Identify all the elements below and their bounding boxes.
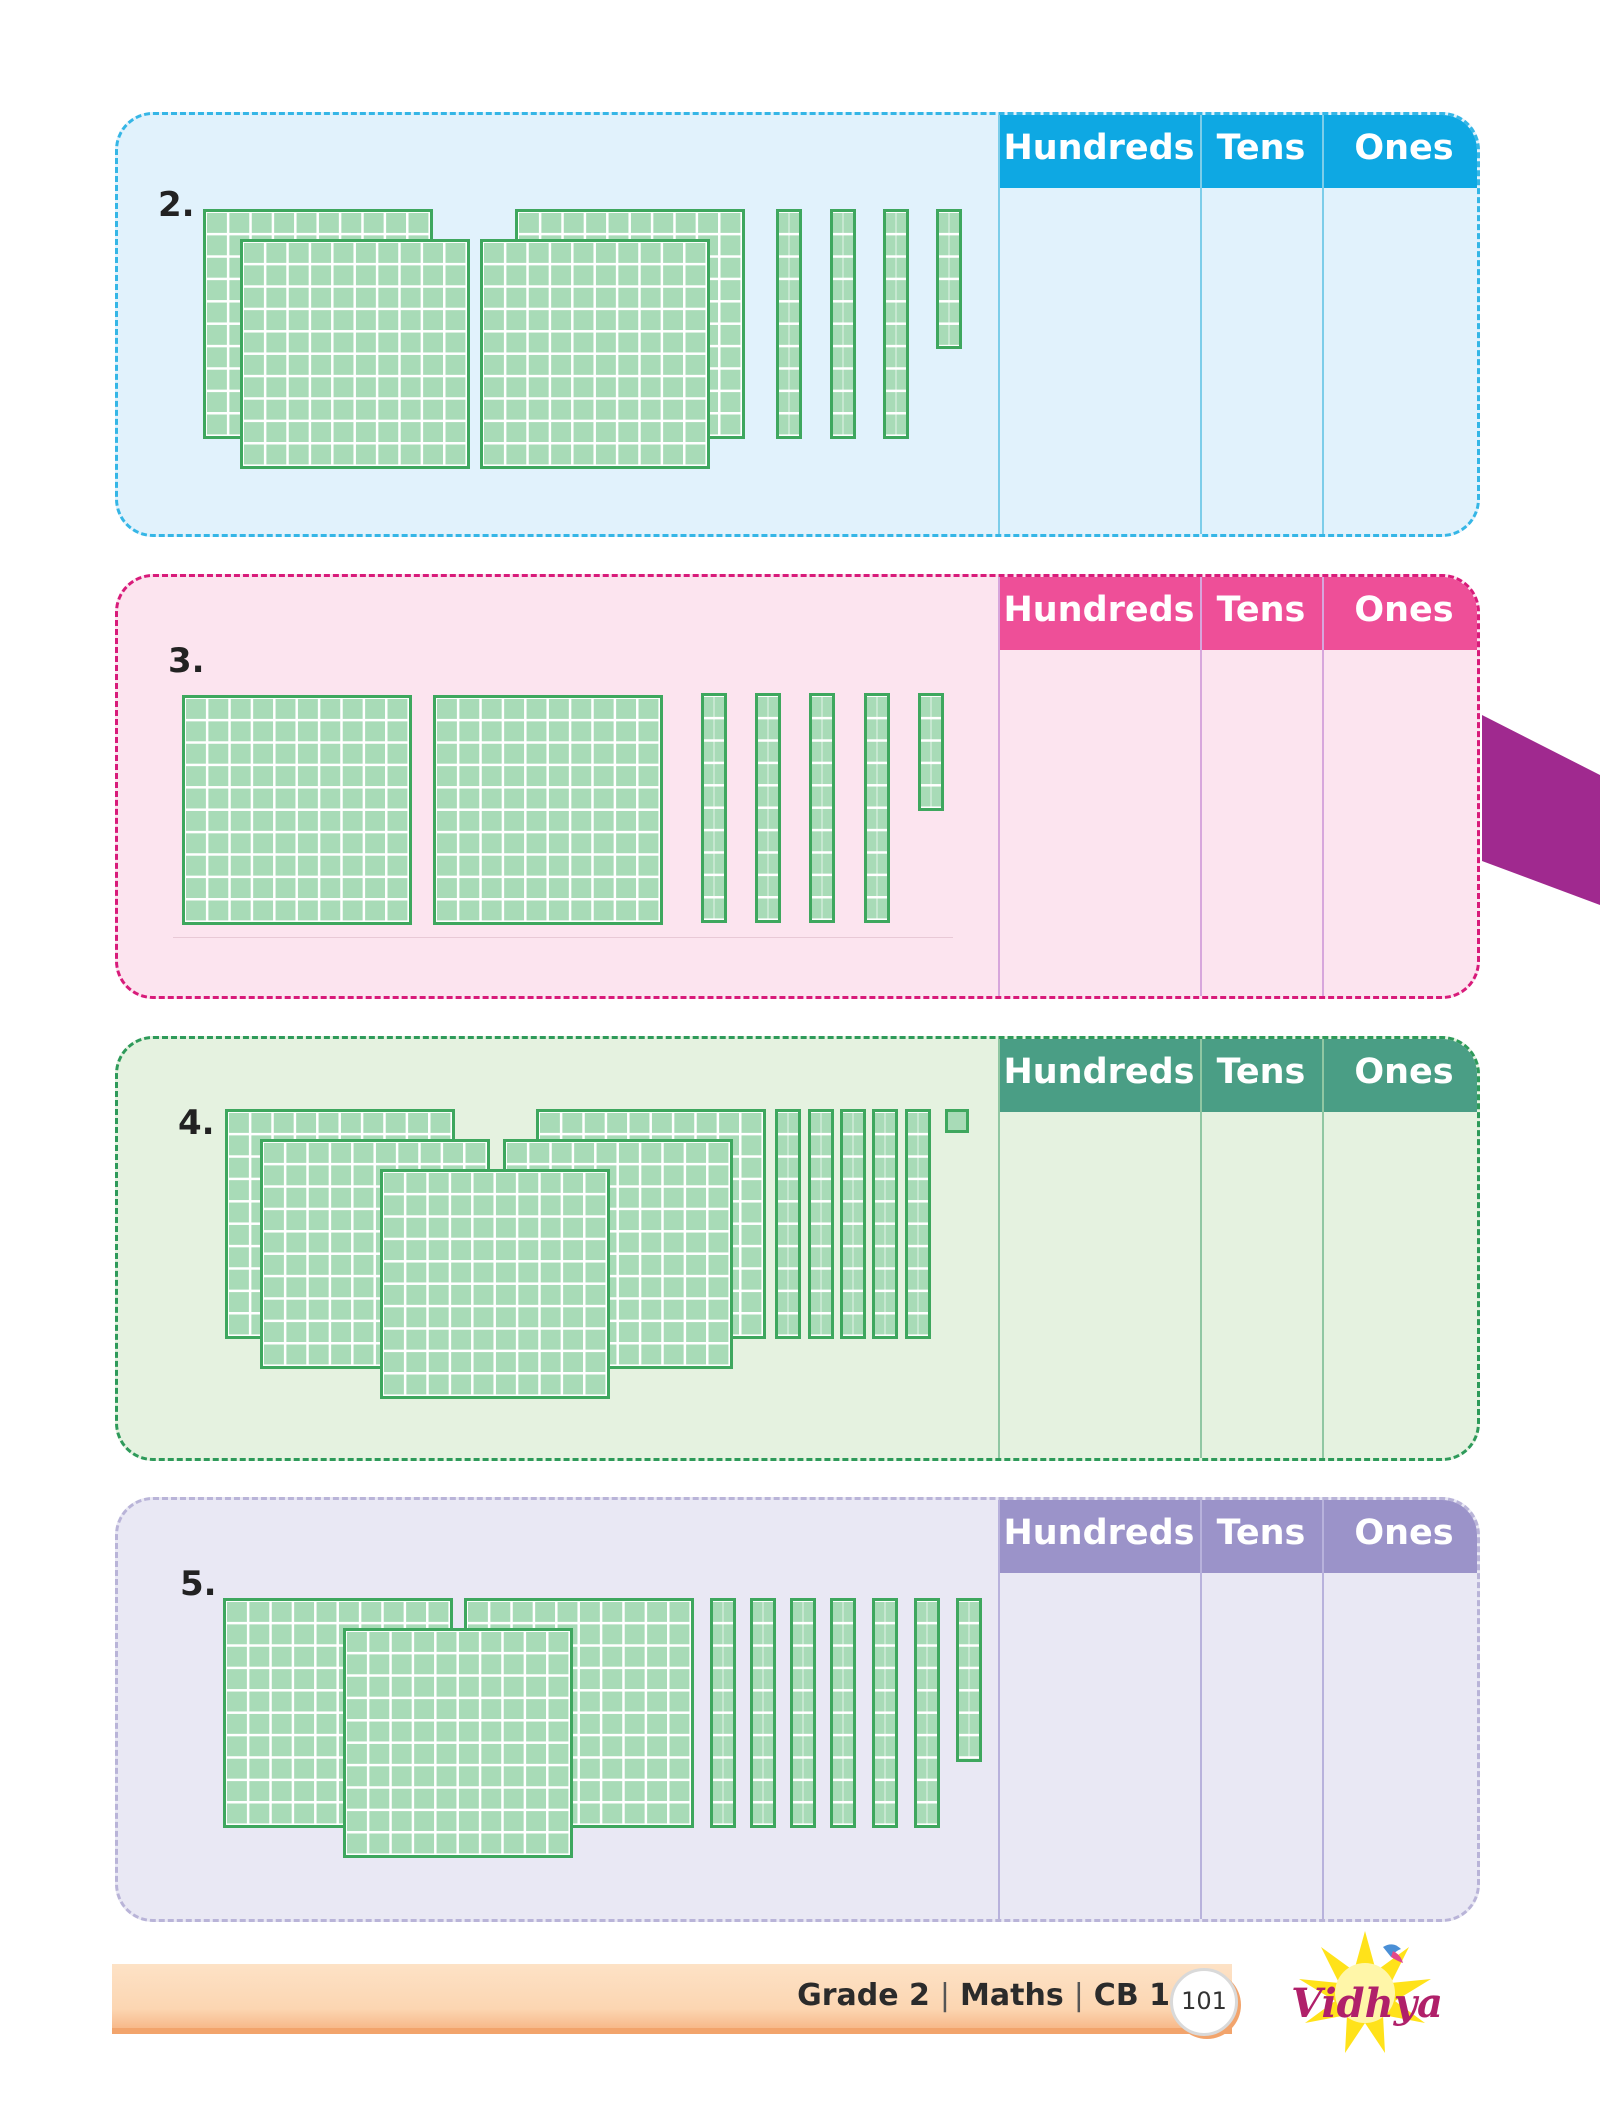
ten-rod: [840, 1109, 866, 1339]
divider: [998, 577, 1000, 996]
ten-rod: [776, 209, 802, 439]
table-header: [998, 115, 1477, 188]
footer-subject: Maths: [960, 1978, 1064, 2013]
ten-rod: [830, 1598, 856, 1828]
question-panel-4: 4. Hundreds Tens Ones: [115, 1036, 1480, 1461]
ten-rod: [914, 1598, 940, 1828]
divider: [1322, 1039, 1324, 1458]
place-value-table: Hundreds Tens Ones: [998, 1039, 1477, 1458]
ones-answer-cell[interactable]: [1324, 1112, 1477, 1458]
ten-rod: [755, 693, 781, 923]
page-edge-tab: [1482, 715, 1600, 905]
table-header: [998, 1039, 1477, 1112]
divider: [998, 1039, 1000, 1458]
place-value-table: Hundreds Tens Ones: [998, 1500, 1477, 1919]
hundred-flat: [343, 1628, 573, 1858]
vidhya-logo: Vidhya: [1291, 1931, 1443, 2053]
header-tens: Tens: [1216, 1052, 1306, 1092]
page-number: 101: [1170, 1968, 1238, 2036]
place-value-table: Hundreds Tens Ones: [998, 115, 1477, 534]
divider: [1200, 115, 1202, 534]
divider: [1322, 577, 1324, 996]
header-hundreds: Hundreds: [1003, 128, 1195, 168]
question-panel-2: 2. Hundreds Tens Ones: [115, 112, 1480, 537]
place-value-table: Hundreds Tens Ones: [998, 577, 1477, 996]
tens-answer-cell[interactable]: [1202, 188, 1322, 534]
base-line: [173, 937, 953, 938]
ones-answer-cell[interactable]: [1324, 1573, 1477, 1919]
hundred-flat: [182, 695, 412, 925]
header-ones: Ones: [1354, 1052, 1454, 1092]
one-cube: [945, 1109, 969, 1133]
table-header: [998, 577, 1477, 650]
header-tens: Tens: [1216, 1513, 1306, 1553]
tens-answer-cell[interactable]: [1202, 1573, 1322, 1919]
ones-answer-cell[interactable]: [1324, 650, 1477, 996]
header-ones: Ones: [1354, 590, 1454, 630]
divider: [1200, 1039, 1202, 1458]
question-number: 3.: [168, 641, 205, 681]
header-hundreds: Hundreds: [1003, 1513, 1195, 1553]
ten-rod: [809, 693, 835, 923]
ten-rod: [808, 1109, 834, 1339]
question-number: 4.: [178, 1103, 215, 1143]
divider: [1322, 1500, 1324, 1919]
question-panel-3: 3. Hundreds Tens Ones: [115, 574, 1480, 999]
tens-answer-cell[interactable]: [1202, 650, 1322, 996]
header-tens: Tens: [1216, 128, 1306, 168]
hundreds-answer-cell[interactable]: [1000, 1573, 1200, 1919]
ten-rod: [872, 1598, 898, 1828]
divider: [998, 115, 1000, 534]
question-number: 5.: [180, 1564, 217, 1604]
hundreds-answer-cell[interactable]: [1000, 1112, 1200, 1458]
ten-rod: [775, 1109, 801, 1339]
ones-answer-cell[interactable]: [1324, 188, 1477, 534]
divider: [998, 1500, 1000, 1919]
ten-rod: [918, 693, 944, 811]
ten-rod: [956, 1598, 982, 1762]
hundred-flat: [240, 239, 470, 469]
tens-answer-cell[interactable]: [1202, 1112, 1322, 1458]
logo-text: Vidhya: [1291, 1980, 1443, 2027]
divider: [1322, 115, 1324, 534]
ten-rod: [936, 209, 962, 349]
question-number: 2.: [158, 185, 195, 225]
hundreds-answer-cell[interactable]: [1000, 188, 1200, 534]
divider: [1200, 1500, 1202, 1919]
ten-rod: [701, 693, 727, 923]
ten-rod: [864, 693, 890, 923]
divider: [1200, 577, 1202, 996]
header-ones: Ones: [1354, 1513, 1454, 1553]
footer-separator: |: [1073, 1978, 1084, 2013]
footer-text: Grade 2 | Maths | CB 1: [797, 1964, 1170, 2028]
header-ones: Ones: [1354, 128, 1454, 168]
header-hundreds: Hundreds: [1003, 590, 1195, 630]
question-panel-5: 5. Hundreds Tens Ones: [115, 1497, 1480, 1922]
footer-grade: Grade 2: [797, 1978, 930, 2013]
footer-book: CB 1: [1093, 1978, 1170, 2013]
header-tens: Tens: [1216, 590, 1306, 630]
ten-rod: [830, 209, 856, 439]
table-header: [998, 1500, 1477, 1573]
ten-rod: [872, 1109, 898, 1339]
footer-bar: Grade 2 | Maths | CB 1: [112, 1964, 1232, 2034]
hundred-flat: [380, 1169, 610, 1399]
ten-rod: [790, 1598, 816, 1828]
footer-separator: |: [939, 1978, 951, 2013]
hundred-flat: [433, 695, 663, 925]
ten-rod: [750, 1598, 776, 1828]
hundreds-answer-cell[interactable]: [1000, 650, 1200, 996]
ten-rod: [710, 1598, 736, 1828]
hundred-flat: [480, 239, 710, 469]
ten-rod: [883, 209, 909, 439]
header-hundreds: Hundreds: [1003, 1052, 1195, 1092]
ten-rod: [905, 1109, 931, 1339]
